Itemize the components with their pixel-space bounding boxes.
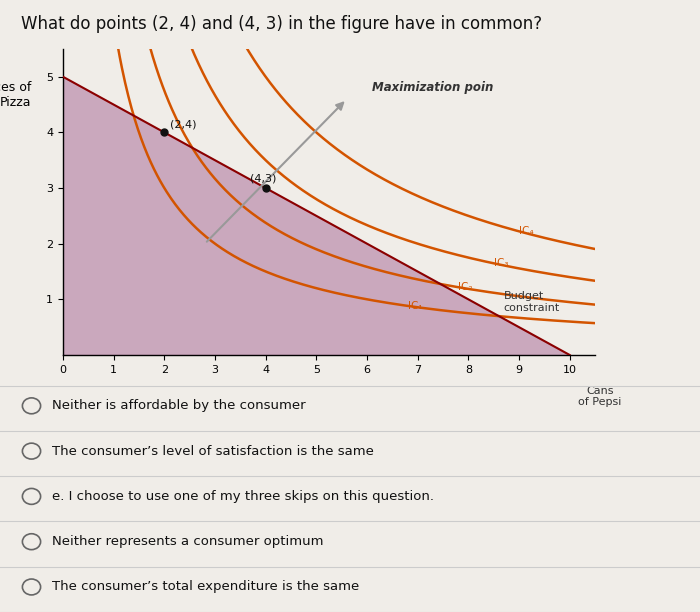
Text: The consumer’s total expenditure is the same: The consumer’s total expenditure is the …: [52, 580, 360, 594]
Text: What do points (2, 4) and (4, 3) in the figure have in common?: What do points (2, 4) and (4, 3) in the …: [21, 15, 542, 33]
Text: Neither represents a consumer optimum: Neither represents a consumer optimum: [52, 535, 324, 548]
Y-axis label: Slices of
Pizza: Slices of Pizza: [0, 81, 31, 109]
Text: Maximization poin: Maximization poin: [372, 81, 494, 94]
Text: IC₁: IC₁: [407, 301, 422, 311]
Text: IC₃: IC₃: [494, 258, 508, 268]
Text: (4,3): (4,3): [251, 173, 276, 184]
Text: (2,4): (2,4): [170, 120, 197, 130]
Text: The consumer’s level of satisfaction is the same: The consumer’s level of satisfaction is …: [52, 444, 374, 458]
Text: IC₄: IC₄: [519, 226, 533, 236]
Text: Budget
constraint: Budget constraint: [504, 291, 560, 313]
Text: IC₂: IC₂: [458, 282, 472, 292]
Text: Cans
of Pepsi: Cans of Pepsi: [578, 386, 622, 407]
Text: e. I choose to use one of my three skips on this question.: e. I choose to use one of my three skips…: [52, 490, 435, 503]
Text: Neither is affordable by the consumer: Neither is affordable by the consumer: [52, 399, 306, 412]
